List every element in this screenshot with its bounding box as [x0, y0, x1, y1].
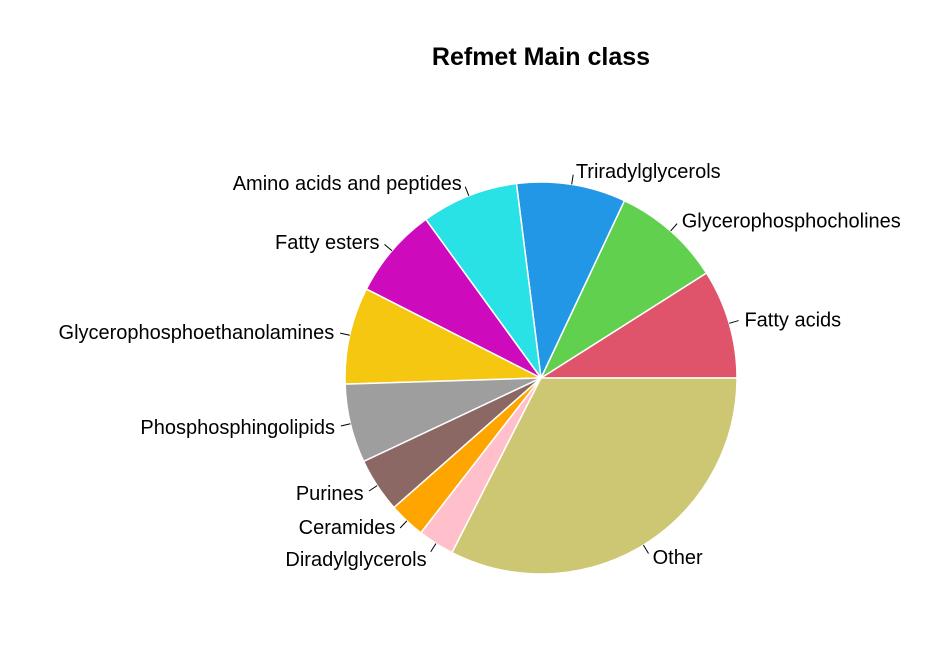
- slice-label-fatty-esters: Fatty esters: [275, 232, 379, 254]
- slice-labels: Fatty acids Glycerophosphocholines Trirady…: [59, 161, 901, 571]
- pie-slices: [344, 181, 738, 575]
- slice-fatty-acids: [538, 271, 738, 379]
- leader-line-purines: [368, 485, 378, 492]
- slice-glycerophosphoethanolamines: [344, 288, 542, 385]
- leader-line-other: [642, 544, 649, 554]
- leader-line-fatty-esters: [384, 243, 393, 252]
- slice-label-amino-acids-and-peptides: Amino acids and peptides: [233, 173, 462, 195]
- slice-label-phosphosphingolipids: Phosphosphingolipids: [140, 417, 335, 439]
- slice-triradylglycerols: [515, 181, 626, 381]
- leader-line-phosphosphingolipids: [340, 423, 351, 427]
- slice-label-other: Other: [653, 547, 703, 569]
- leader-line-amino-acids-and-peptides: [464, 186, 470, 196]
- slice-label-diradylglycerols: Diradylglycerols: [285, 549, 426, 571]
- slice-label-glycerophosphoethanolamines: Glycerophosphoethanolamines: [59, 322, 335, 344]
- slice-amino-acids-and-peptides: [424, 182, 542, 379]
- leader-line-glycerophosphocholines: [670, 223, 678, 232]
- leader-line-fatty-acids: [729, 320, 739, 324]
- slice-label-purines: Purines: [296, 483, 364, 505]
- label-leader-lines: [340, 174, 739, 554]
- leader-line-ceramides: [399, 520, 408, 529]
- leader-line-triradylglycerols: [571, 174, 574, 185]
- slice-label-glycerophosphocholines: Glycerophosphocholines: [682, 211, 901, 233]
- slice-label-ceramides: Ceramides: [299, 517, 396, 539]
- slice-label-fatty-acids: Fatty acids: [744, 309, 841, 331]
- chart-title: Refmet Main class: [432, 43, 650, 71]
- leader-line-diradylglycerols: [430, 543, 437, 553]
- leader-line-glycerophosphoethanolamines: [340, 332, 350, 336]
- slice-other: [451, 377, 738, 575]
- slice-label-triradylglycerols: Triradylglycerols: [576, 161, 721, 183]
